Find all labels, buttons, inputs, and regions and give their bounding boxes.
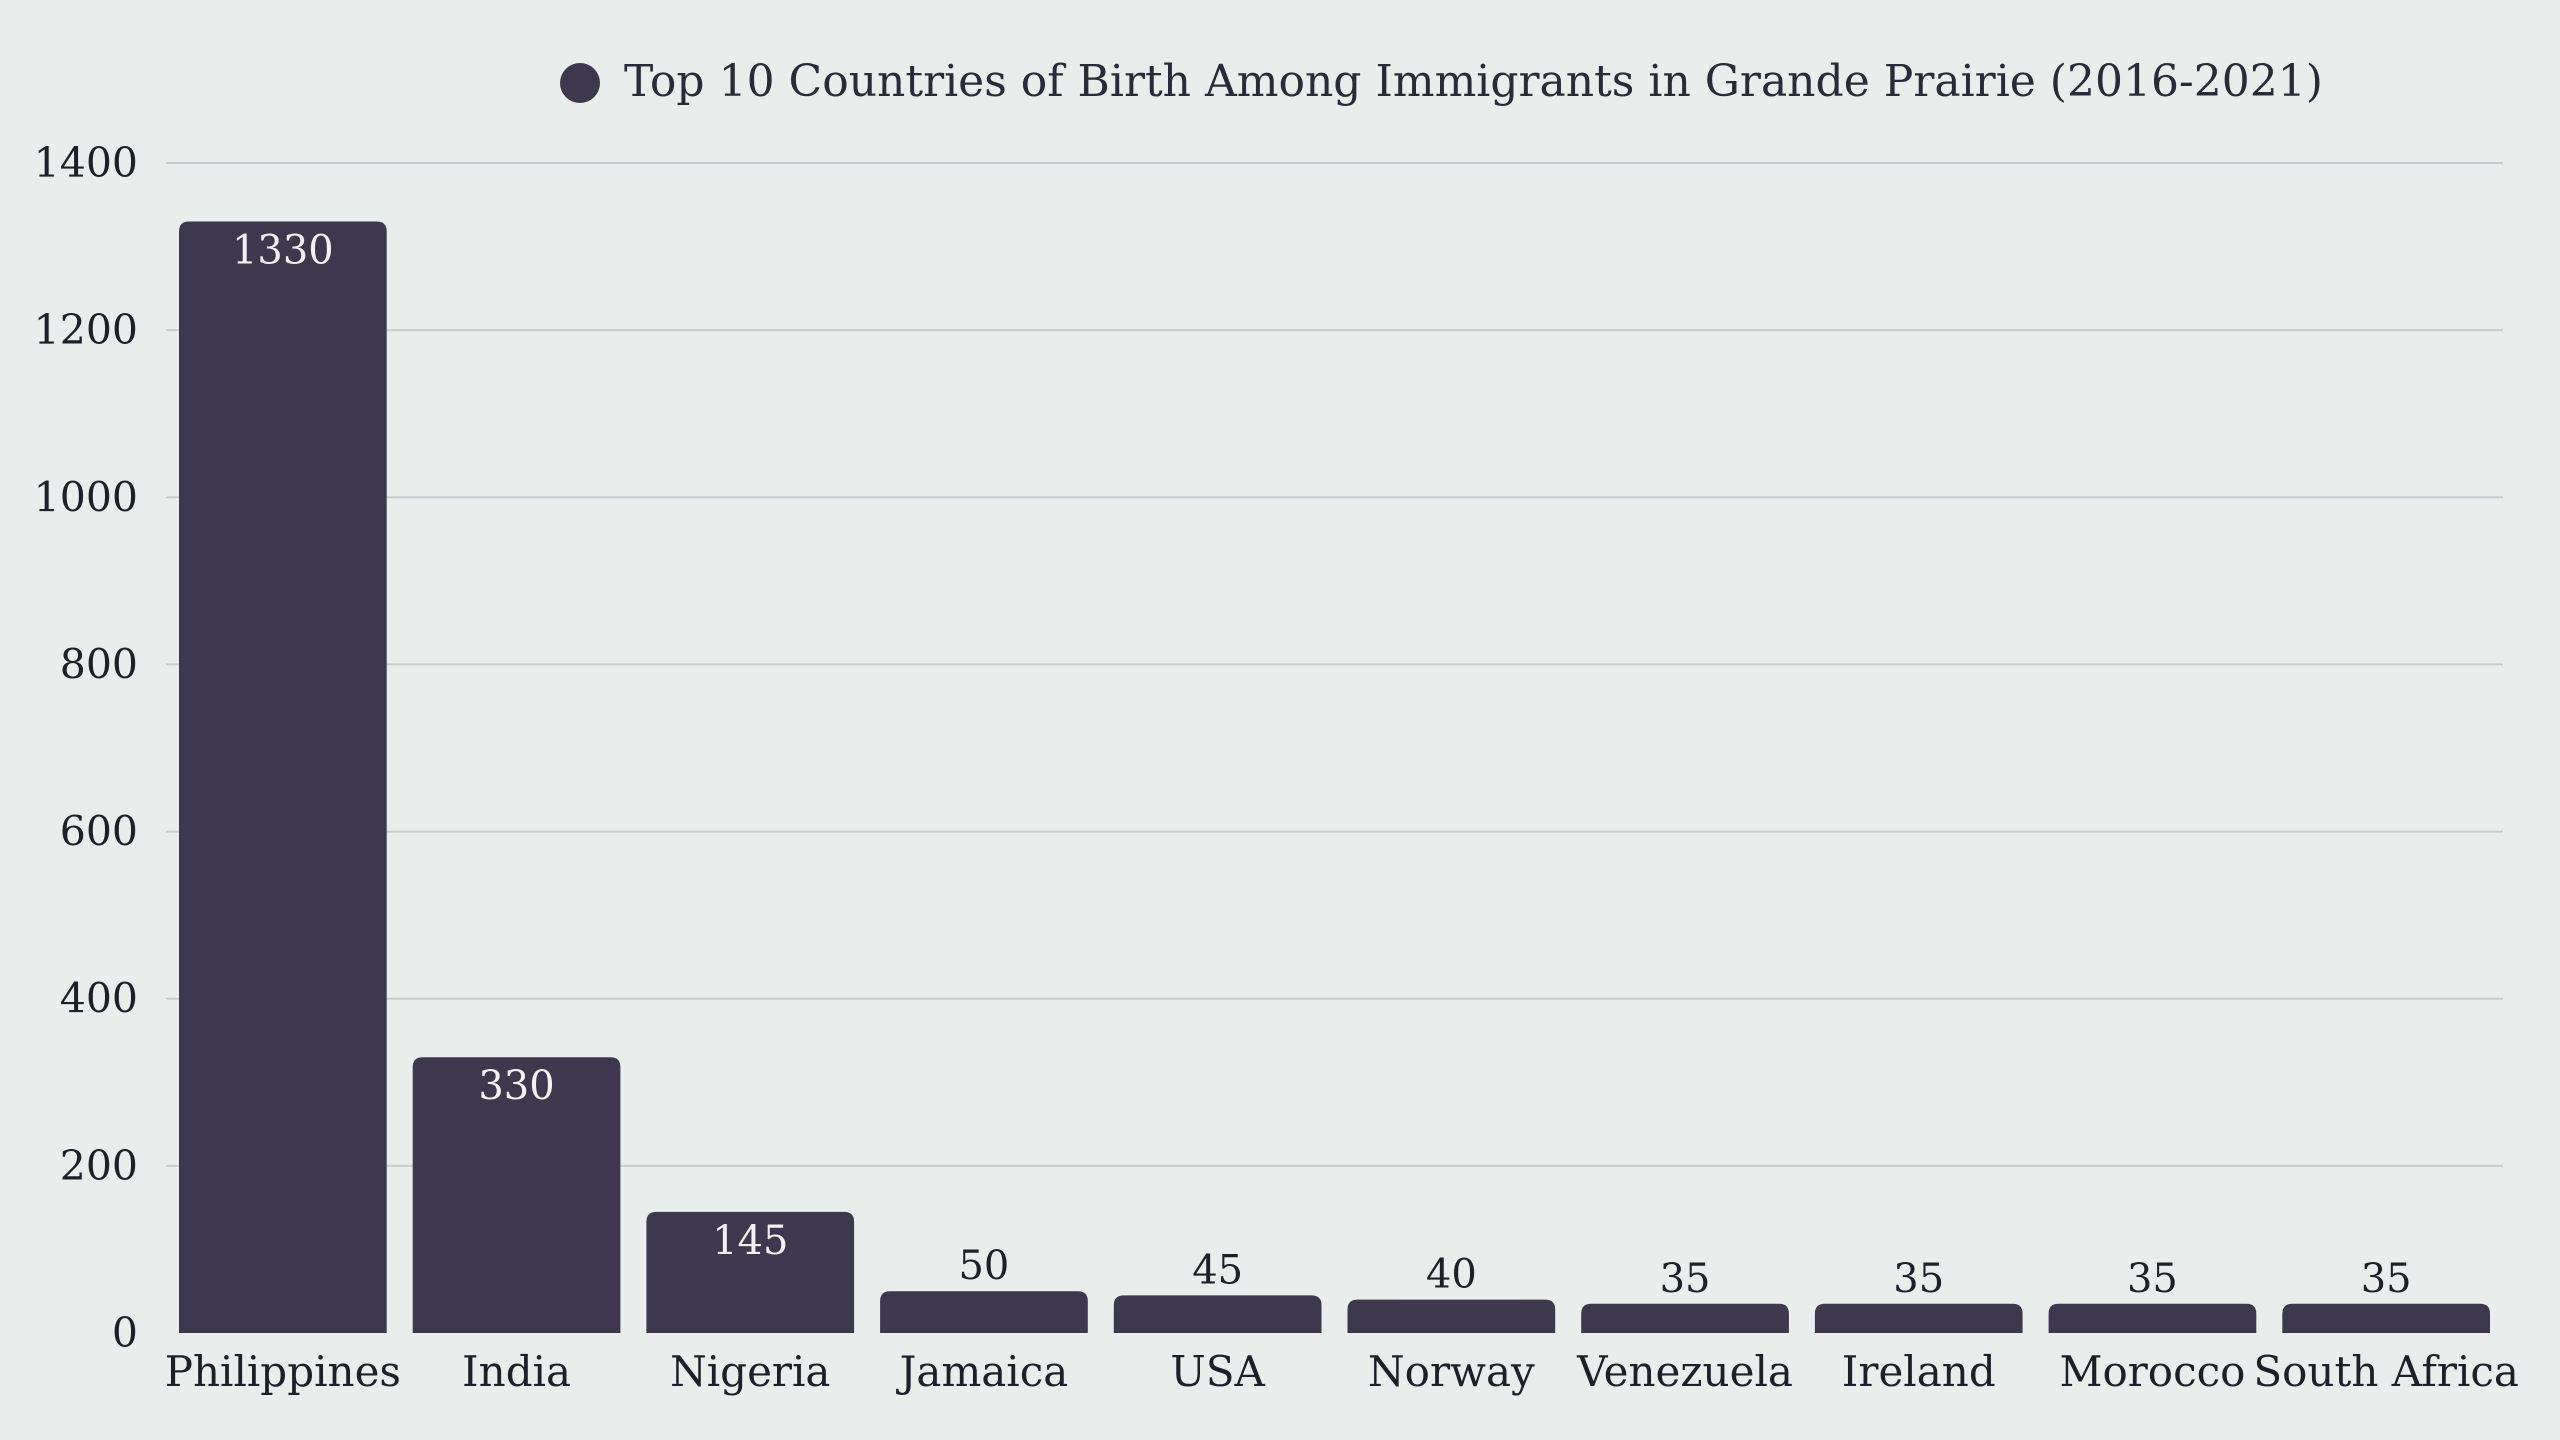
x-category-label: Jamaica <box>896 1347 1069 1396</box>
data-label: 45 <box>1192 1247 1243 1293</box>
data-label: 330 <box>478 1063 554 1109</box>
bar[interactable] <box>2048 1303 2257 1333</box>
bar[interactable] <box>1814 1303 2023 1333</box>
x-category-label: Ireland <box>1842 1347 1996 1396</box>
x-category-label: India <box>462 1347 571 1396</box>
data-label: 1330 <box>232 228 334 274</box>
data-label: 50 <box>958 1243 1009 1289</box>
data-label: 40 <box>1426 1252 1477 1298</box>
bars <box>179 221 2490 1334</box>
data-label: 35 <box>2361 1256 2412 1302</box>
x-category-label: Morocco <box>2059 1347 2245 1396</box>
y-tick-label: 800 <box>60 640 138 688</box>
x-category-label: Venezuela <box>1576 1347 1793 1396</box>
data-label: 145 <box>712 1218 788 1264</box>
x-category-label: South Africa <box>2253 1347 2519 1396</box>
y-tick-label: 400 <box>60 975 138 1023</box>
x-category-label: Nigeria <box>670 1347 830 1396</box>
y-tick-label: 1400 <box>34 139 138 187</box>
x-category-label: Norway <box>1368 1347 1535 1396</box>
y-tick-label: 600 <box>60 808 138 856</box>
bar[interactable] <box>1113 1295 1322 1333</box>
bar[interactable] <box>646 1211 855 1333</box>
data-label: 35 <box>2127 1256 2178 1302</box>
y-axis-ticks: 0 200 400 600 800 1000 1200 1400 <box>34 139 138 1357</box>
y-tick-label: 200 <box>60 1142 138 1190</box>
x-category-label: USA <box>1170 1347 1265 1396</box>
legend-label[interactable]: Top 10 Countries of Birth Among Immigran… <box>624 56 2323 107</box>
y-tick-label: 1000 <box>34 473 138 521</box>
bar[interactable] <box>1347 1299 1556 1333</box>
legend[interactable]: Top 10 Countries of Birth Among Immigran… <box>560 56 2323 107</box>
data-label: 35 <box>1660 1256 1711 1302</box>
bar[interactable] <box>179 221 387 1334</box>
x-category-label: Philippines <box>165 1347 401 1396</box>
data-labels: 1330 330 145 50 45 40 35 35 35 35 <box>232 228 2412 1302</box>
legend-marker-icon[interactable] <box>560 63 600 103</box>
bar[interactable] <box>1581 1303 1789 1333</box>
x-axis-category-labels: Philippines India Nigeria Jamaica USA Norway V… <box>165 1347 2519 1396</box>
y-tick-label: 1200 <box>34 306 138 354</box>
gridlines <box>166 162 2503 1167</box>
y-tick-label: 0 <box>112 1309 138 1357</box>
bar[interactable] <box>2282 1303 2490 1333</box>
bar[interactable] <box>880 1291 1088 1333</box>
data-label: 35 <box>1893 1256 1944 1302</box>
bar[interactable] <box>412 1057 621 1333</box>
